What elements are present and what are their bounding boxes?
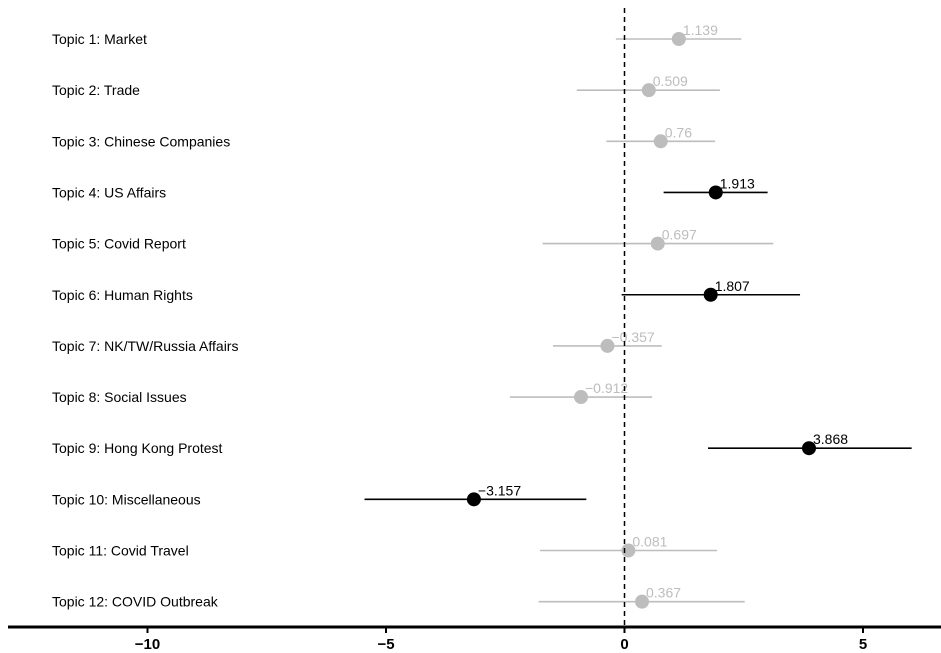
topic-row: Topic 11: Covid Travel 0.081 xyxy=(52,534,718,559)
topic-row: Topic 6: Human Rights 1.807 xyxy=(52,278,801,303)
topic-label: Topic 10: Miscellaneous xyxy=(52,491,201,507)
estimate-value-label: 0.509 xyxy=(653,73,688,89)
x-axis-ticks: −10 −5 0 5 xyxy=(135,627,867,653)
estimate-value-label: 1.807 xyxy=(715,278,750,294)
estimate-point xyxy=(621,543,636,558)
topic-label: Topic 1: Market xyxy=(52,31,147,47)
estimate-value-label: 0.081 xyxy=(632,534,667,550)
topic-row: Topic 8: Social Issues −0.912 xyxy=(52,380,653,405)
topic-label: Topic 6: Human Rights xyxy=(52,287,193,303)
x-tick-label: −5 xyxy=(377,636,394,653)
topic-label: Topic 11: Covid Travel xyxy=(52,543,189,559)
estimate-point xyxy=(600,338,615,353)
estimate-point xyxy=(466,492,481,507)
estimate-value-label: −0.912 xyxy=(585,380,628,396)
estimate-point xyxy=(635,594,650,609)
topic-label: Topic 4: US Affairs xyxy=(52,184,166,200)
topic-row: Topic 12: COVID Outbreak 0.367 xyxy=(52,585,745,610)
topic-label: Topic 12: COVID Outbreak xyxy=(52,594,219,610)
topic-label: Topic 9: Hong Kong Protest xyxy=(52,440,223,456)
x-tick-label: 5 xyxy=(859,636,867,653)
x-tick-label: 0 xyxy=(620,636,628,653)
estimate-point xyxy=(653,134,668,149)
topic-row: Topic 1: Market 1.139 xyxy=(52,22,742,47)
estimate-point xyxy=(641,83,656,98)
topic-row: Topic 3: Chinese Companies 0.76 xyxy=(52,124,716,149)
estimate-value-label: 3.868 xyxy=(813,431,848,447)
topic-label: Topic 3: Chinese Companies xyxy=(52,133,230,149)
topic-label: Topic 7: NK/TW/Russia Affairs xyxy=(52,338,238,354)
topic-label: Topic 8: Social Issues xyxy=(52,389,187,405)
estimate-point xyxy=(650,236,665,251)
estimate-value-label: −3.157 xyxy=(478,482,521,498)
estimate-point xyxy=(671,32,686,46)
estimate-value-label: 0.367 xyxy=(646,585,681,601)
x-tick-label: −10 xyxy=(135,636,160,653)
topic-row: Topic 2: Trade 0.509 xyxy=(52,73,720,98)
topic-row: Topic 7: NK/TW/Russia Affairs −0.357 xyxy=(52,329,662,354)
topic-row: Topic 4: US Affairs 1.913 xyxy=(52,175,768,200)
estimate-point xyxy=(708,185,723,200)
topic-label: Topic 2: Trade xyxy=(52,82,140,98)
estimate-value-label: 1.913 xyxy=(720,175,755,191)
topic-row: Topic 5: Covid Report 0.697 xyxy=(52,227,774,252)
estimate-point xyxy=(802,441,817,456)
estimate-point xyxy=(573,390,588,405)
topic-label: Topic 5: Covid Report xyxy=(52,236,186,252)
estimate-value-label: −0.357 xyxy=(611,329,654,345)
estimate-point xyxy=(703,287,718,302)
topic-row: Topic 9: Hong Kong Protest 3.868 xyxy=(52,431,912,456)
estimate-value-label: 0.697 xyxy=(662,227,697,243)
topic-row: Topic 10: Miscellaneous −3.157 xyxy=(52,482,587,507)
estimate-value-label: 0.76 xyxy=(665,124,692,140)
estimate-value-label: 1.139 xyxy=(683,22,718,38)
